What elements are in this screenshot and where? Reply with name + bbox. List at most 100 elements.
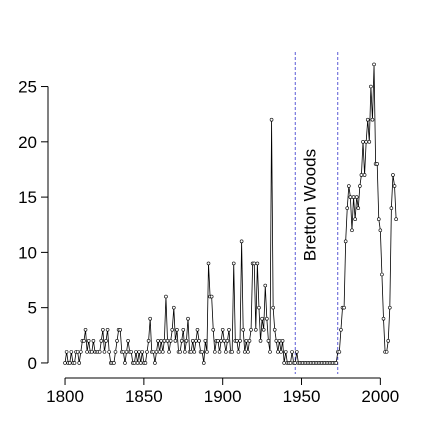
data-point — [82, 339, 86, 343]
data-point — [356, 206, 361, 210]
data-point — [179, 339, 184, 343]
data-point — [189, 350, 193, 354]
data-point — [85, 350, 89, 354]
data-point — [184, 339, 189, 343]
data-point — [381, 316, 386, 321]
data-point — [77, 361, 82, 365]
data-point — [194, 339, 198, 343]
data-point — [104, 339, 108, 343]
data-point — [358, 184, 362, 188]
data-point — [265, 316, 269, 321]
data-point — [386, 339, 391, 343]
data-point — [389, 206, 394, 210]
data-point — [216, 339, 220, 343]
data-point — [288, 361, 293, 365]
data-point — [280, 339, 285, 343]
data-point — [230, 350, 234, 354]
data-point — [394, 217, 398, 222]
y-tick-label: 15 — [18, 188, 37, 207]
data-point — [224, 350, 228, 354]
data-point — [181, 327, 186, 332]
data-point — [145, 350, 149, 354]
data-point — [354, 195, 359, 199]
data-point — [101, 327, 105, 332]
data-point — [213, 350, 217, 354]
data-point — [64, 350, 69, 354]
data-point — [252, 261, 257, 266]
data-point — [345, 206, 350, 210]
data-point — [222, 339, 227, 343]
data-point — [239, 239, 244, 244]
data-point — [134, 350, 138, 354]
data-point — [367, 140, 372, 144]
data-point — [197, 339, 201, 343]
data-point — [115, 339, 119, 343]
data-point — [347, 184, 351, 188]
data-point — [283, 350, 288, 354]
data-point — [274, 339, 279, 343]
data-point — [271, 305, 275, 310]
data-point — [268, 350, 272, 354]
data-point — [160, 350, 165, 354]
x-tick-label: 2000 — [361, 387, 399, 406]
data-point — [162, 339, 167, 343]
data-point — [277, 339, 282, 343]
data-point — [242, 350, 247, 354]
data-point — [205, 350, 209, 354]
y-tick-label: 25 — [18, 78, 37, 97]
data-point — [63, 361, 67, 365]
data-point — [168, 339, 173, 343]
data-point — [217, 350, 222, 354]
data-point — [376, 217, 381, 222]
data-point — [203, 339, 208, 343]
data-point — [83, 327, 88, 332]
data-point — [235, 339, 239, 343]
data-point — [276, 350, 280, 354]
data-point — [105, 327, 110, 332]
data-point — [102, 350, 107, 354]
data-point — [91, 339, 96, 343]
data-point — [282, 361, 286, 365]
data-point — [334, 361, 339, 365]
data-point — [380, 272, 384, 277]
data-point — [263, 283, 268, 288]
data-point — [124, 350, 129, 354]
data-point — [343, 239, 348, 244]
data-point — [378, 228, 383, 233]
y-tick-label: 20 — [18, 133, 37, 152]
data-point — [129, 350, 134, 354]
data-point — [118, 327, 123, 332]
data-point — [257, 305, 261, 310]
data-point — [143, 361, 148, 365]
y-tick-label: 5 — [28, 299, 37, 318]
data-point — [154, 350, 159, 354]
data-point — [244, 339, 249, 343]
data-point — [165, 339, 170, 343]
data-point — [112, 361, 116, 365]
data-point — [159, 339, 164, 343]
data-point — [86, 339, 91, 343]
data-point — [123, 361, 127, 365]
data-point — [69, 350, 74, 354]
data-point — [90, 350, 94, 354]
data-point — [164, 294, 168, 299]
data-point — [190, 339, 195, 343]
x-tick-label: 1900 — [204, 387, 242, 406]
data-point — [231, 261, 236, 266]
data-point — [260, 316, 264, 321]
data-point — [269, 117, 274, 122]
data-point — [238, 339, 242, 343]
data-point — [249, 327, 253, 332]
data-point — [266, 339, 271, 343]
data-point — [140, 350, 145, 354]
data-point — [255, 261, 260, 266]
data-point — [175, 327, 179, 332]
data-point — [261, 327, 266, 332]
data-point — [227, 327, 231, 332]
data-point — [236, 350, 241, 354]
data-point — [67, 361, 72, 365]
y-tick-label: 0 — [28, 354, 37, 373]
data-point — [156, 339, 160, 343]
data-point — [126, 339, 130, 343]
